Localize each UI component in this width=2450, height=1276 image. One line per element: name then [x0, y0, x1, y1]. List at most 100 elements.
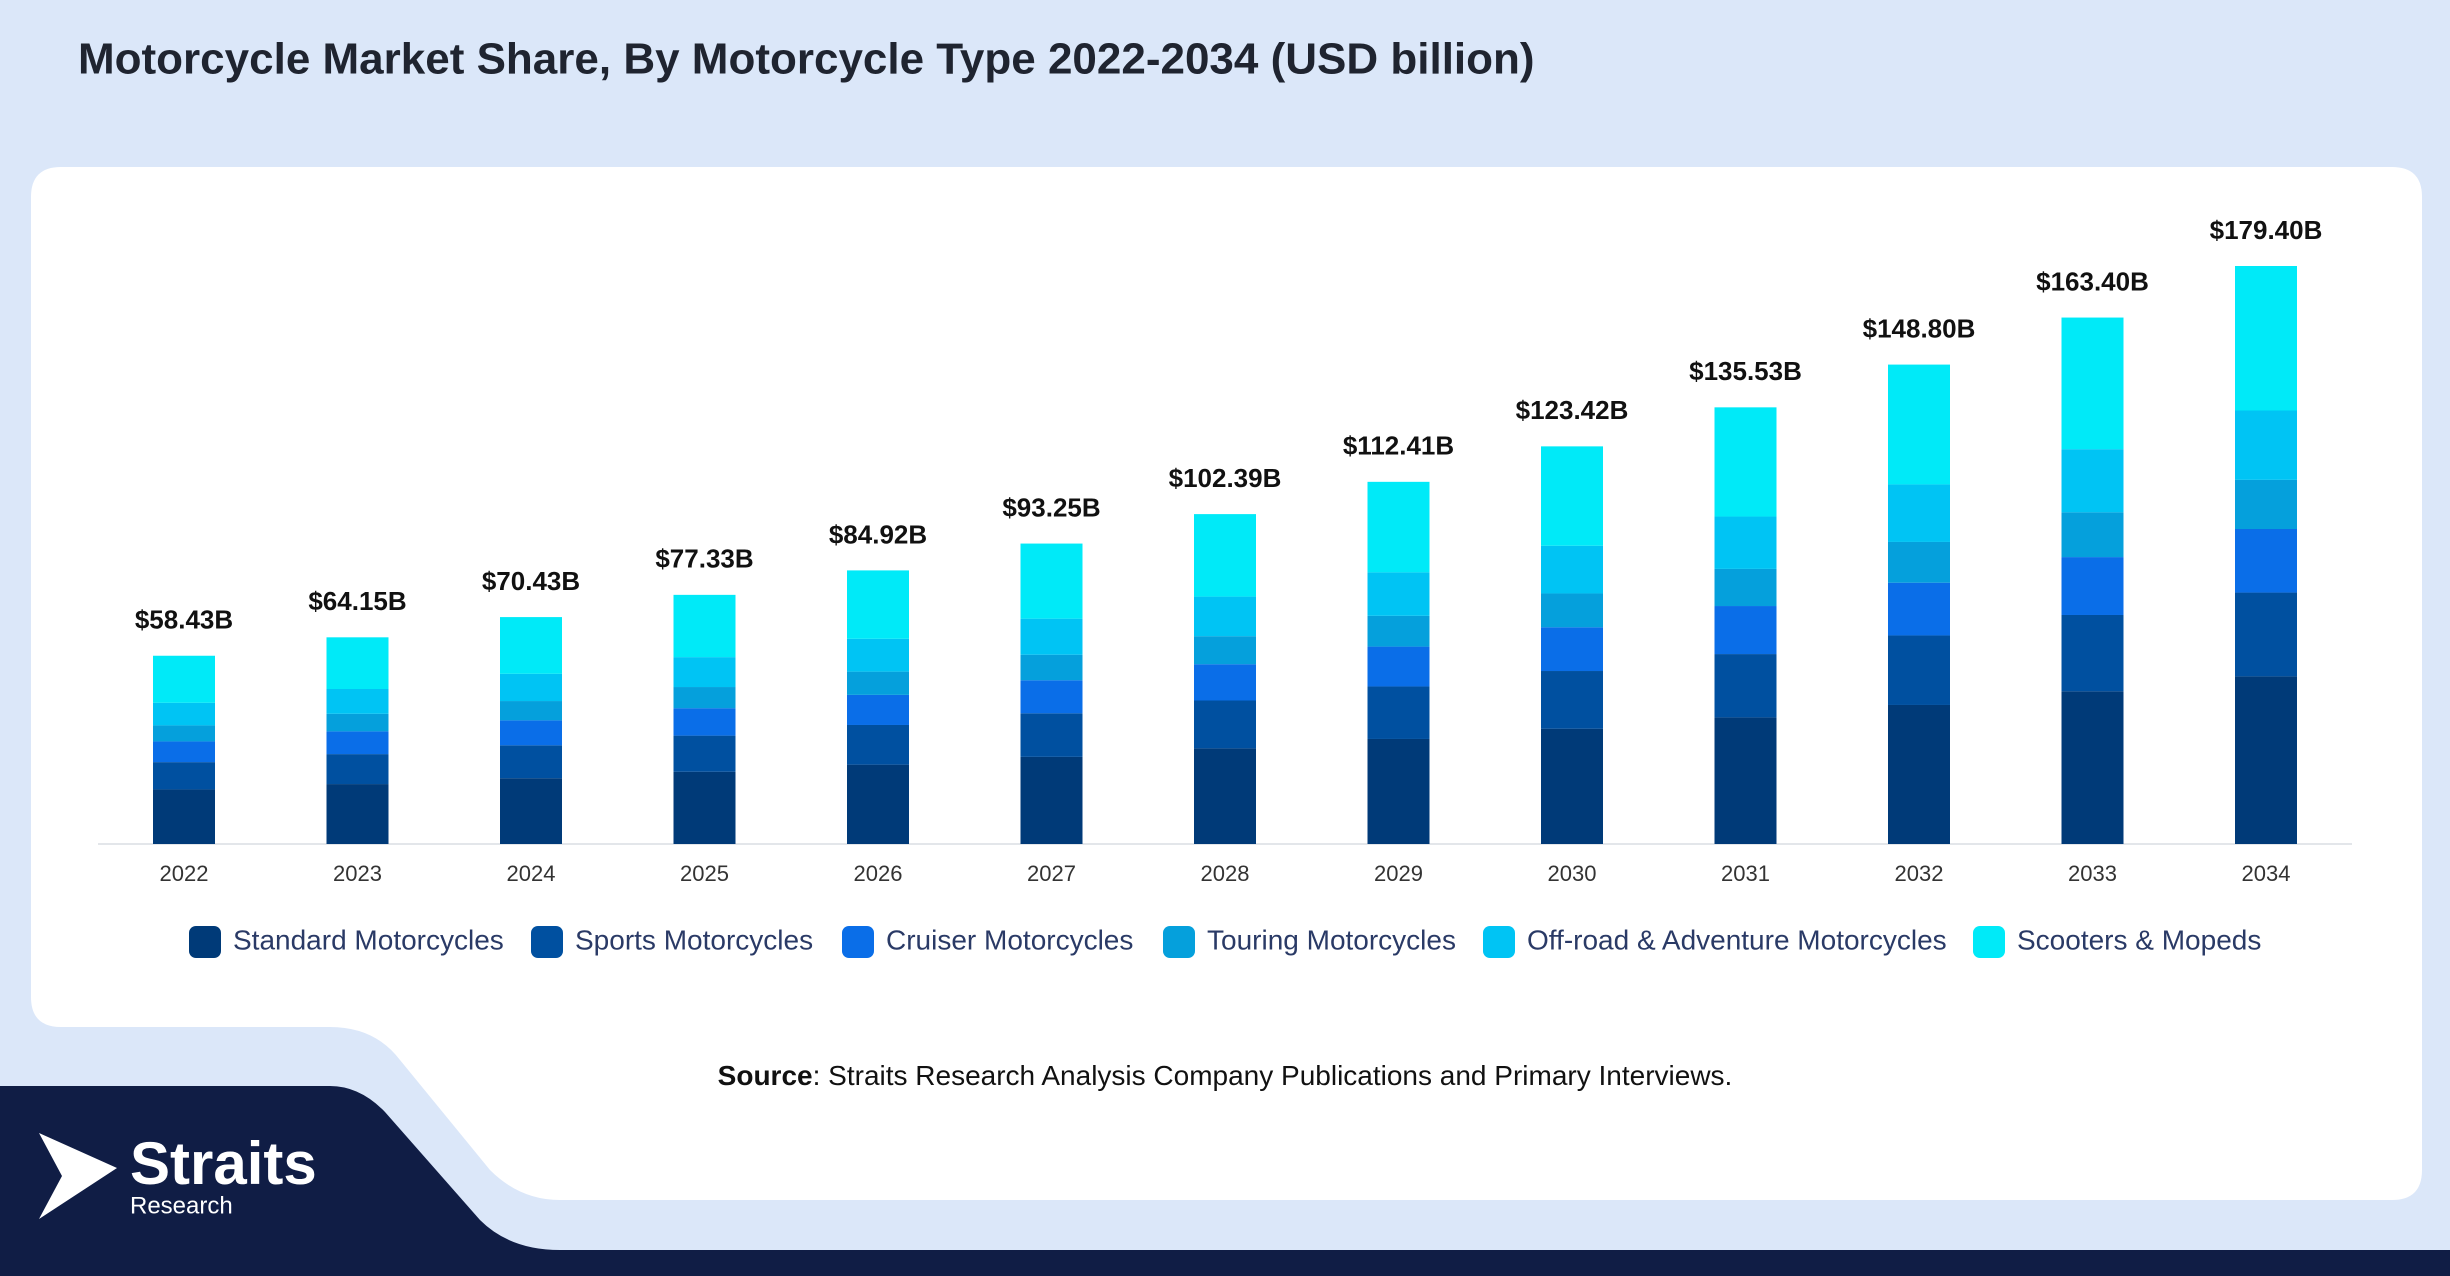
bar-segment [673, 708, 736, 736]
bar-segment [2061, 449, 2124, 513]
bar-segment [500, 617, 562, 674]
legend-label: Cruiser Motorcycles [886, 924, 1133, 955]
bar-segment [2061, 557, 2124, 615]
total-label: $148.80B [1863, 313, 1976, 343]
bar-segment [847, 694, 909, 725]
bar-segment [1541, 446, 1603, 546]
bar-segment [500, 701, 562, 721]
bar-segment [847, 638, 909, 672]
bar-segment [1020, 680, 1083, 714]
x-tick-label: 2023 [333, 861, 382, 886]
legend-label: Sports Motorcycles [575, 924, 813, 955]
bar-segment [1194, 596, 1256, 637]
legend-label: Off-road & Adventure Motorcycles [1527, 924, 1947, 955]
bar-segment [153, 741, 215, 763]
legend-swatch [1163, 926, 1195, 958]
bar-segment [1714, 568, 1777, 607]
bar-segment [500, 745, 562, 779]
total-label: $64.15B [308, 586, 406, 616]
bar-segment [847, 671, 909, 695]
bar-segment [1541, 671, 1603, 729]
bar-segment [1020, 543, 1083, 619]
bar-segment [326, 754, 389, 785]
total-label: $58.43B [135, 605, 233, 635]
bar-segment [1367, 686, 1430, 739]
bar-segment [153, 702, 215, 726]
bar-segment [1541, 593, 1603, 628]
bar-segment [2061, 512, 2124, 558]
bar-segment [500, 778, 562, 844]
chart-title: Motorcycle Market Share, By Motorcycle T… [78, 35, 1535, 84]
bar-segment [326, 784, 389, 844]
x-tick-label: 2026 [854, 861, 903, 886]
x-tick-label: 2029 [1374, 861, 1423, 886]
bar-segment [2061, 614, 2124, 692]
bar-segment [1888, 364, 1950, 485]
bar-segment [1194, 514, 1256, 597]
bar-segment [1020, 654, 1083, 681]
bar-segment [847, 724, 909, 765]
legend-swatch [842, 926, 874, 958]
bar-segment [326, 713, 389, 732]
bar-segment [673, 594, 736, 658]
bar-segment [1367, 738, 1430, 844]
logo-icon [39, 1133, 117, 1219]
bar-segment [2061, 691, 2124, 844]
logo-name: Straits [130, 1130, 317, 1197]
footer-band [0, 1086, 2450, 1276]
bar-segment [1367, 481, 1430, 573]
bar-segment [1541, 545, 1603, 594]
bar-segment [1888, 484, 1950, 542]
bar-segment [1714, 516, 1777, 569]
bar-segment [1714, 654, 1777, 718]
bar-segment [1020, 713, 1083, 757]
bar-segment [1367, 646, 1430, 687]
bar-segment [1888, 541, 1950, 583]
bar-segment [1194, 636, 1256, 665]
bar-segment [1714, 606, 1777, 655]
logo-sub: Research [130, 1192, 233, 1219]
source-label: Source [718, 1060, 813, 1091]
bar-segment [2235, 592, 2297, 677]
legend-swatch [531, 926, 563, 958]
total-label: $123.42B [1516, 395, 1629, 425]
bar-segment [2235, 266, 2297, 411]
bar-segment [153, 655, 215, 703]
bar-segment [673, 657, 736, 688]
bar-segment [153, 789, 215, 844]
x-tick-label: 2033 [2068, 861, 2117, 886]
bar-segment [500, 673, 562, 702]
x-tick-label: 2030 [1548, 861, 1597, 886]
bar-segment [1020, 618, 1083, 655]
bar-segment [1888, 704, 1950, 844]
total-label: $163.40B [2036, 266, 2149, 296]
total-label: $84.92B [829, 519, 927, 549]
bar-segment [1541, 627, 1603, 672]
legend-swatch [1973, 926, 2005, 958]
total-label: $93.25B [1002, 492, 1100, 522]
bar-segment [847, 764, 909, 844]
bar-segment [2061, 317, 2124, 450]
bar-segment [2235, 676, 2297, 844]
legend-swatch [1483, 926, 1515, 958]
bar-segment [326, 731, 389, 755]
x-tick-label: 2022 [160, 861, 209, 886]
total-label: $102.39B [1169, 463, 1282, 493]
bar-segment [2235, 479, 2297, 529]
bar-segment [1888, 635, 1950, 705]
x-tick-label: 2034 [2242, 861, 2291, 886]
bar-segment [1541, 728, 1603, 844]
bar-segment [1020, 756, 1083, 844]
bar-segment [1194, 700, 1256, 749]
bar-segment [1714, 407, 1777, 517]
total-label: $179.40B [2210, 215, 2323, 245]
bar-segment [673, 735, 736, 772]
legend-label: Scooters & Mopeds [2017, 924, 2261, 955]
legend-label: Touring Motorcycles [1207, 924, 1456, 955]
total-label: $77.33B [655, 544, 753, 574]
source-text: : Straits Research Analysis Company Publ… [813, 1060, 1733, 1091]
bar-segment [326, 688, 389, 714]
bar-segment [2235, 410, 2297, 480]
x-tick-label: 2032 [1895, 861, 1944, 886]
